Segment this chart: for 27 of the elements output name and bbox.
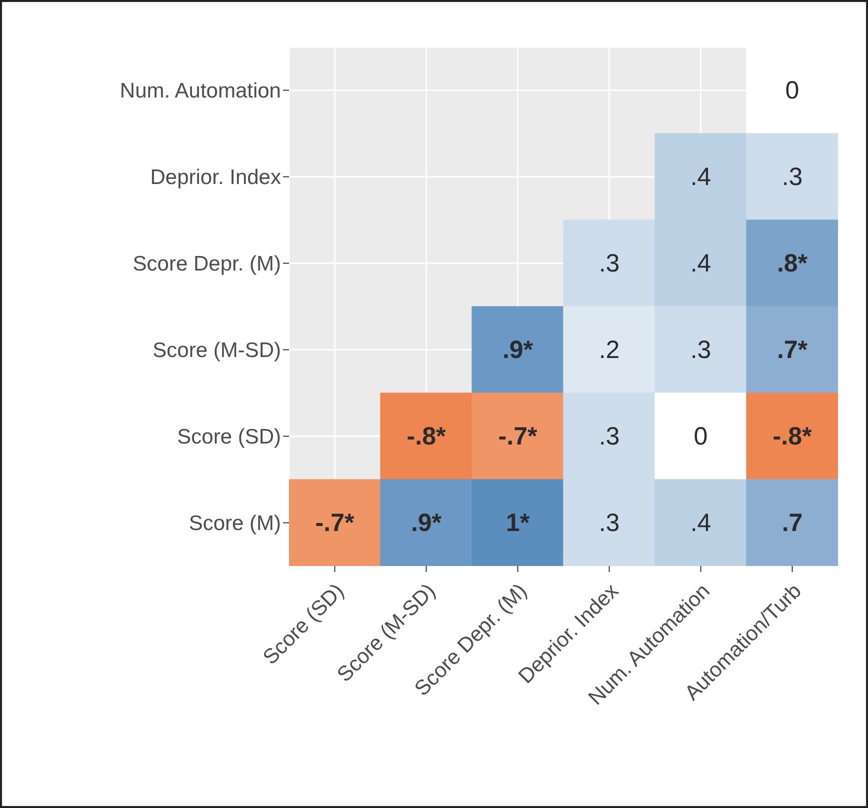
y-tick-label: Deprior. Index [150, 166, 282, 190]
data-label: .7 [782, 508, 803, 537]
y-tick-label: Score Depr. (M) [132, 252, 281, 276]
data-label: -.7* [315, 508, 354, 537]
y-tick-label: Score (M) [188, 512, 281, 536]
data-label: -.8* [772, 422, 812, 450]
data-label: .3 [598, 508, 620, 537]
data-label: .3 [690, 336, 712, 364]
data-label: .9* [502, 336, 534, 364]
data-label: .4 [690, 249, 712, 278]
data-label: -.7* [498, 422, 538, 450]
data-label: .7* [776, 336, 808, 364]
data-label: -.8* [406, 422, 446, 450]
data-label: .9* [410, 508, 442, 537]
data-label: .4 [690, 162, 712, 191]
data-label: 0 [785, 76, 800, 104]
data-label: .3 [598, 422, 620, 450]
data-label: .3 [598, 249, 620, 278]
data-label: .2 [598, 336, 620, 364]
data-label: .4 [690, 508, 712, 537]
y-tick-label: Score (SD) [177, 426, 281, 449]
y-tick-label: Num. Automation [120, 80, 281, 103]
data-label: .8* [776, 249, 808, 278]
data-label: 1* [506, 508, 530, 537]
data-label: .3 [782, 162, 803, 191]
y-tick-label: Score (M-SD) [152, 339, 281, 362]
data-label: 0 [694, 422, 708, 450]
